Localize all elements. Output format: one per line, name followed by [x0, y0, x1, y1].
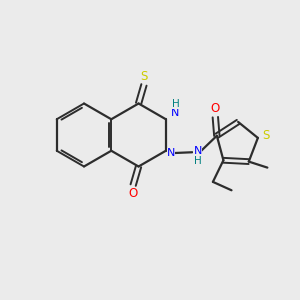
Text: O: O [128, 187, 137, 200]
Text: H: H [172, 99, 179, 109]
Text: S: S [140, 70, 148, 83]
Text: H: H [194, 156, 202, 166]
Text: O: O [211, 102, 220, 115]
Text: N: N [194, 146, 202, 156]
Text: N: N [167, 148, 176, 158]
Text: S: S [262, 129, 270, 142]
Text: N: N [171, 108, 180, 118]
